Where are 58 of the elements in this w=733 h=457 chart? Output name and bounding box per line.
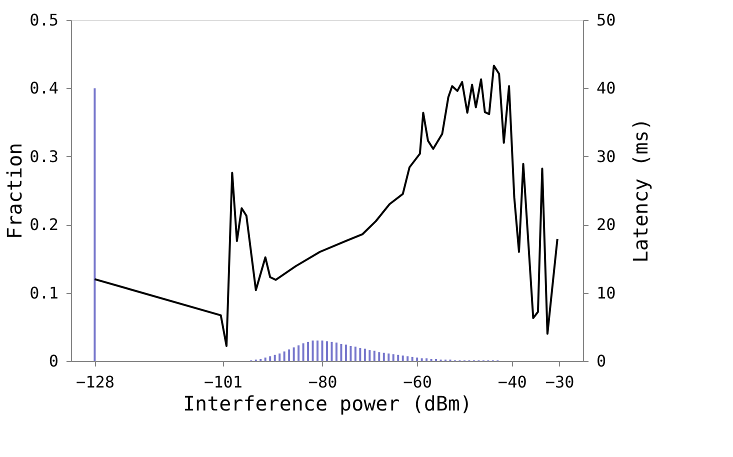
- bar: [350, 346, 352, 361]
- bar: [326, 341, 328, 361]
- bar: [420, 358, 423, 361]
- y-tick-label: 0.2: [30, 215, 58, 234]
- bar: [321, 340, 324, 361]
- bar: [416, 358, 418, 361]
- bar: [364, 348, 366, 361]
- y2-tick-label: 30: [596, 146, 616, 166]
- y2-tick-label: 0: [596, 352, 606, 370]
- y2-tick-label: 20: [596, 215, 616, 234]
- y-tick-label: 0.1: [30, 283, 58, 302]
- y-tick-label: 0.3: [30, 146, 58, 166]
- bar: [278, 354, 281, 361]
- bar: [94, 88, 96, 361]
- y-tick-label: 0: [48, 352, 58, 370]
- bar: [392, 354, 394, 361]
- y2-tick-label: 10: [596, 283, 616, 302]
- y2-tick-label: 50: [596, 10, 616, 30]
- bar: [283, 351, 286, 361]
- x-tick-label: −30: [545, 372, 574, 392]
- bar: [397, 354, 400, 361]
- bar: [388, 354, 390, 361]
- x-tick-label: −128: [76, 372, 114, 392]
- bar: [406, 356, 409, 361]
- bar: [402, 356, 404, 361]
- bar: [373, 350, 376, 361]
- line-series: [94, 64, 558, 347]
- bar: [307, 342, 310, 361]
- x-tick-label: −80: [308, 372, 338, 392]
- x-tick-label: −40: [498, 372, 527, 392]
- bar: [269, 356, 272, 361]
- bar: [274, 354, 276, 361]
- bar: [292, 347, 295, 361]
- bar: [316, 340, 319, 361]
- bar: [359, 348, 362, 361]
- bar: [312, 340, 314, 361]
- bar: [330, 342, 333, 361]
- bar: [344, 344, 347, 361]
- x-tick-label: −60: [403, 372, 432, 392]
- bar: [368, 350, 371, 361]
- bar: [382, 352, 385, 361]
- bar: [378, 352, 380, 361]
- x-axis-title: Interference power (dBm): [183, 392, 472, 416]
- bar: [340, 344, 342, 361]
- bar: [426, 358, 428, 361]
- bar: [298, 345, 300, 361]
- bar: [354, 346, 356, 361]
- y2-tick-label: 40: [596, 78, 616, 98]
- bar: [302, 343, 304, 361]
- bar: [335, 342, 338, 361]
- y2-axis-title: Latency (ms): [628, 118, 652, 263]
- y-axis-title: Fraction: [2, 142, 27, 240]
- bar: [411, 356, 414, 361]
- y-tick-label: 0.4: [30, 78, 58, 98]
- y-tick-label: 0.5: [30, 10, 58, 30]
- x-tick-label: −101: [204, 372, 242, 392]
- bar: [264, 358, 266, 361]
- bar: [288, 349, 290, 361]
